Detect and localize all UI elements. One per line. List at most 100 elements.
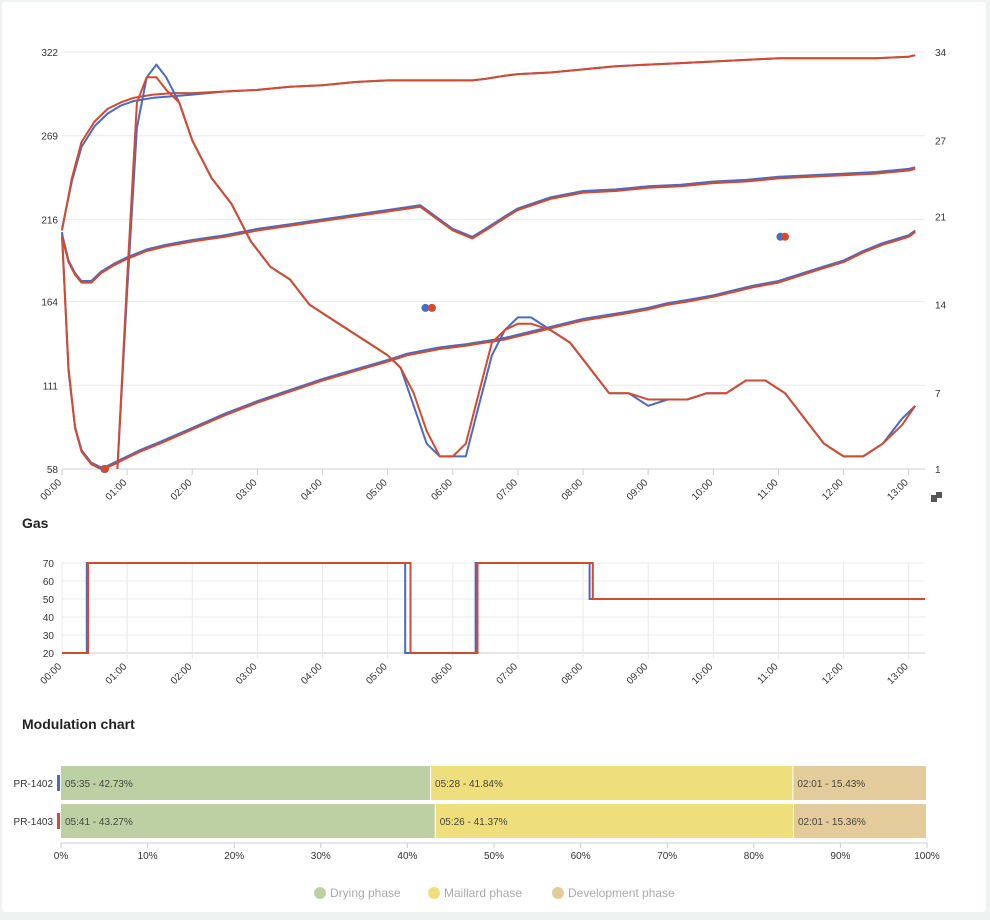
gas-x-tick-label: 05:00	[364, 661, 390, 687]
main-right-axis-ticks: 1 7 14 21 27 34	[935, 48, 947, 476]
phase-bar-development-phase[interactable]	[793, 766, 926, 800]
gas-x-tick-label: 02:00	[169, 661, 195, 687]
gas-title: Gas	[22, 515, 49, 531]
gas-y-tick-label: 60	[43, 577, 55, 588]
series-line-pr-1403-rate-of-rise	[116, 76, 917, 470]
main-left-tick-label: 322	[41, 48, 58, 59]
main-x-tick-label: 01:00	[104, 477, 130, 503]
gas-y-tick-label: 70	[43, 559, 55, 570]
gas-x-tick-label: 04:00	[299, 661, 325, 687]
gas-y-tick-label: 40	[43, 613, 55, 624]
legend-swatch-drying-phase[interactable]	[314, 887, 326, 899]
modulation-x-tick-label: 0%	[54, 851, 69, 862]
gas-x-tick-label: 11:00	[756, 661, 781, 686]
gas-y-tick-label: 50	[43, 595, 55, 606]
modulation-x-tick-label: 70%	[657, 851, 677, 862]
gas-x-tick-label: 13:00	[885, 661, 911, 687]
event-marker-pr-1403-first-crack[interactable]	[780, 232, 789, 241]
phase-bar-label: 02:01 - 15.43%	[797, 779, 865, 790]
phase-bar-maillard-phase[interactable]	[431, 766, 793, 800]
legend-swatch-development-phase[interactable]	[552, 887, 564, 899]
gas-x-tick-label: 12:00	[820, 661, 846, 687]
series-line-pr-1403-bean-temperature	[61, 231, 916, 470]
series-line-pr-1402-exhaust-temperature	[61, 54, 916, 230]
phase-bar-label: 05:26 - 41.37%	[440, 817, 508, 828]
gas-x-tick-label: 00:00	[39, 661, 65, 687]
series-line-pr-1402-bean-temperature	[61, 229, 916, 469]
phase-bar-label: 05:28 - 41.84%	[435, 779, 503, 790]
gas-x-tick-label: 09:00	[625, 661, 651, 687]
modulation-legend[interactable]: Drying phase Maillard phase Development ph…	[314, 886, 675, 900]
phase-bar-label: 05:35 - 42.73%	[65, 779, 133, 790]
category-label-pr-1402: PR-1402	[14, 779, 54, 790]
gas-chart-series	[62, 562, 925, 654]
main-x-tick-label: 11:00	[756, 477, 781, 502]
main-x-tick-label: 00:00	[39, 477, 65, 503]
main-left-axis-ticks: 58 111 164 216 269 322	[41, 48, 58, 476]
main-chart-series	[61, 54, 917, 470]
category-label-pr-1403: PR-1403	[14, 817, 54, 828]
gas-series-line-pr-1403-gas	[62, 562, 925, 654]
main-right-tick-label: 14	[935, 301, 947, 312]
series-line-pr-1403-exhaust-temperature	[61, 54, 916, 231]
series-line-pr-1403-environment-temperature	[61, 167, 916, 284]
phase-bar-drying-phase[interactable]	[61, 804, 435, 838]
modulation-x-tick-label: 80%	[744, 851, 764, 862]
event-marker-pr-1403-turning-point[interactable]	[100, 465, 109, 473]
modulation-categories: PR-1402 PR-1403	[14, 775, 60, 829]
main-x-tick-label: 02:00	[169, 477, 195, 503]
gas-y-axis-ticks: 20 30 40 50 60 70	[43, 559, 55, 660]
main-left-tick-label: 58	[47, 465, 59, 476]
main-x-tick-label: 03:00	[234, 477, 260, 503]
main-right-tick-label: 7	[935, 389, 941, 400]
main-right-tick-label: 1	[935, 465, 941, 476]
gas-x-tick-label: 01:00	[104, 661, 130, 687]
phase-bar-drying-phase[interactable]	[61, 766, 431, 800]
main-x-axis-ticks: 00:00 01:00 02:00 03:00 04:00 05:00 06:00 07:00…	[39, 469, 911, 503]
main-right-tick-label: 34	[935, 48, 947, 59]
event-marker-pr-1403-dry-end[interactable]	[427, 303, 436, 312]
main-right-tick-label: 21	[935, 212, 947, 223]
legend-label-development-phase: Development phase	[568, 886, 675, 900]
gas-x-tick-label: 03:00	[234, 661, 260, 687]
main-right-tick-label: 27	[935, 136, 947, 147]
gas-x-tick-label: 07:00	[495, 661, 521, 687]
main-chart-grid	[62, 51, 925, 470]
modulation-x-axis-ticks: 0% 10% 20% 30% 40% 50% 60% 70% 80% 90% 100%	[54, 842, 940, 862]
reset-zoom-icon[interactable]	[929, 490, 943, 504]
event-marker-pr-1402-dry-end[interactable]	[421, 303, 430, 312]
category-color-marker	[57, 813, 60, 829]
phase-bar-maillard-phase[interactable]	[435, 804, 793, 838]
legend-label-drying-phase: Drying phase	[330, 886, 401, 900]
gas-x-axis-ticks: 00:00 01:00 02:00 03:00 04:00 05:00 06:00 07:00…	[39, 661, 912, 687]
main-x-tick-label: 09:00	[625, 477, 651, 503]
main-left-tick-label: 269	[41, 132, 58, 143]
gas-x-tick-label: 06:00	[429, 661, 455, 687]
modulation-x-tick-label: 90%	[830, 851, 850, 862]
gas-x-tick-label: 08:00	[560, 661, 586, 687]
main-left-tick-label: 164	[41, 298, 58, 309]
main-x-tick-label: 06:00	[429, 477, 455, 503]
modulation-x-tick-label: 100%	[914, 851, 940, 862]
main-left-tick-label: 216	[41, 215, 58, 226]
main-x-tick-label: 13:00	[885, 477, 911, 503]
main-x-tick-label: 12:00	[820, 477, 846, 503]
modulation-x-tick-label: 60%	[571, 851, 591, 862]
main-x-tick-label: 10:00	[690, 477, 716, 503]
legend-label-maillard-phase: Maillard phase	[444, 886, 522, 900]
gas-chart-grid	[61, 562, 925, 659]
phase-bar-development-phase[interactable]	[793, 804, 926, 838]
modulation-x-tick-label: 30%	[311, 851, 331, 862]
main-chart-markers	[100, 232, 789, 473]
gas-series-line-pr-1402-gas	[62, 562, 925, 654]
modulation-x-tick-label: 50%	[484, 851, 504, 862]
main-x-tick-label: 08:00	[560, 477, 586, 503]
main-x-tick-label: 07:00	[495, 477, 521, 503]
gas-y-tick-label: 20	[43, 649, 55, 660]
main-left-tick-label: 111	[43, 381, 59, 392]
main-x-tick-label: 05:00	[364, 477, 390, 503]
legend-swatch-maillard-phase[interactable]	[428, 887, 440, 899]
series-line-pr-1402-environment-temperature	[61, 166, 916, 282]
